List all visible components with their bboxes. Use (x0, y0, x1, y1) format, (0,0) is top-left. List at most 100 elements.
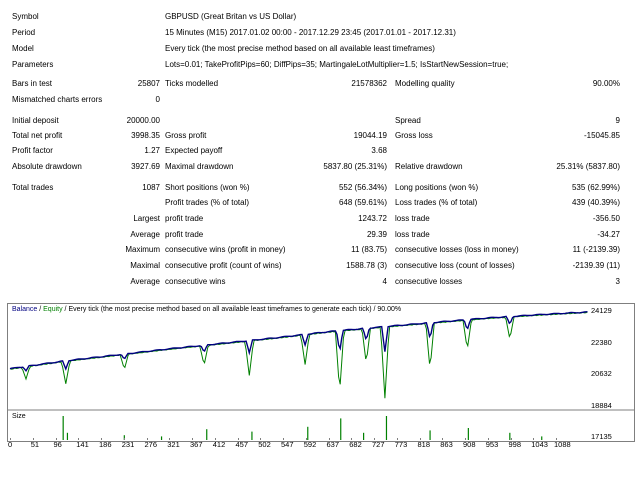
x-tick-label: 51 (30, 440, 40, 449)
cons-loss-count-value: -2139.39 (11) (572, 261, 620, 270)
x-tick-label: 637 (326, 440, 340, 449)
cons-losses-label: consecutive losses (395, 277, 463, 286)
parameters-label: Parameters (12, 60, 54, 69)
bars-value: 25807 (137, 79, 160, 88)
net-profit-value: 3998.35 (131, 131, 160, 140)
balance-chart (7, 303, 635, 442)
x-tick-mark (305, 438, 307, 440)
x-tick-label: 141 (76, 440, 89, 449)
gross-profit-value: 19044.19 (353, 131, 387, 140)
x-tick-mark (510, 438, 512, 440)
total-trades-label: Total trades (12, 183, 54, 192)
profit-factor-label: Profit factor (12, 146, 53, 155)
cons-losses-money-value: 11 (-2139.39) (572, 245, 620, 254)
balance-line (9, 311, 588, 373)
relative-drawdown-label: Relative drawdown (395, 162, 463, 171)
maximal-drawdown-value: 5837.80 (25.31%) (323, 162, 387, 171)
profit-trades-value: 648 (59.61%) (338, 198, 387, 207)
x-tick-mark (101, 438, 102, 440)
absolute-drawdown-label: Absolute drawdown (12, 162, 82, 171)
loss-trades-label: Loss trades (% of total) (395, 198, 478, 207)
net-profit-label: Total net profit (12, 131, 63, 140)
x-tick-mark (487, 438, 489, 440)
x-tick-label: 0 (8, 440, 13, 449)
mismatch-value: 0 (155, 95, 160, 104)
x-tick-label: 547 (281, 440, 294, 449)
spread-label: Spread (395, 116, 421, 125)
x-tick-mark (533, 438, 535, 440)
profit-factor-value: 1.27 (144, 146, 160, 155)
x-tick-mark (169, 438, 171, 440)
gross-loss-value: -15045.85 (583, 131, 620, 140)
ticks-label: Ticks modelled (165, 79, 219, 88)
x-tick-mark (328, 438, 330, 440)
average-loss-trade-value: -34.27 (597, 230, 620, 239)
cons-losses-money-label: consecutive losses (loss in money) (395, 245, 519, 254)
initial-deposit-value: 20000.00 (126, 116, 160, 125)
y-tick-label: 20632 (591, 369, 612, 378)
legend-equity: Equity (43, 306, 63, 313)
x-tick-label: 186 (99, 440, 112, 449)
x-tick-label: 773 (394, 440, 408, 449)
cons-wins-money-value: 11 (83.75) (351, 245, 387, 254)
x-tick-label: 908 (463, 440, 476, 449)
x-tick-mark (465, 438, 466, 440)
cons-profit-count-value: 1588.78 (3) (346, 261, 387, 270)
y-tick-label: 18884 (591, 400, 612, 410)
x-tick-mark (396, 438, 398, 440)
x-tick-label: 96 (53, 440, 62, 449)
cons-wins-money-label: consecutive wins (profit in money) (165, 245, 286, 254)
symbol-label: Symbol (12, 12, 39, 21)
x-tick-mark (237, 438, 239, 440)
ticks-value: 21578362 (351, 79, 387, 88)
x-tick-mark (78, 438, 80, 440)
initial-deposit-label: Initial deposit (12, 116, 59, 125)
symbol-value: GBPUSD (Great Britan vs US Dollar) (165, 12, 297, 21)
short-positions-value: 552 (56.34%) (338, 183, 387, 192)
parameters-value: Lots=0.01; TakeProfitPips=60; DiffPips=3… (165, 60, 509, 69)
average-cons-label: Average (130, 277, 160, 286)
short-positions-label: Short positions (won %) (165, 183, 250, 192)
x-tick-mark (55, 438, 57, 440)
gross-profit-label: Gross profit (165, 131, 207, 140)
x-tick-mark (123, 438, 125, 440)
x-tick-mark (192, 438, 193, 440)
cons-wins-label: consecutive wins (165, 277, 226, 286)
x-tick-label: 502 (258, 440, 271, 449)
relative-drawdown-value: 25.31% (5837.80) (556, 162, 620, 171)
y-tick-label: 17135 (591, 432, 612, 441)
y-tick-label: 24129 (591, 306, 612, 315)
x-tick-label: 818 (417, 440, 431, 449)
x-tick-label: 682 (349, 440, 362, 449)
quality-value: 90.00% (592, 79, 620, 88)
x-tick-label: 1088 (554, 440, 571, 449)
largest-profit-trade-label: profit trade (165, 214, 204, 223)
model-label: Model (12, 44, 34, 53)
x-tick-label: 727 (372, 440, 385, 449)
x-tick-label: 863 (440, 440, 453, 449)
cons-losses-value: 3 (615, 277, 620, 286)
x-tick-label: 412 (212, 440, 226, 449)
x-tick-mark (351, 438, 353, 440)
period-label: Period (12, 28, 36, 37)
model-value: Every tick (the most precise method base… (165, 44, 435, 53)
average-loss-trade-label: loss trade (395, 230, 430, 239)
x-tick-mark (260, 438, 262, 440)
legend-balance: Balance (12, 306, 38, 313)
maximal-drawdown-label: Maximal drawdown (165, 162, 234, 171)
mismatch-label: Mismatched charts errors (12, 95, 103, 104)
x-tick-mark (374, 438, 375, 440)
chart-canvas (8, 311, 634, 440)
x-tick-label: 1043 (531, 440, 548, 449)
maximum-label: Maximum (125, 245, 160, 254)
cons-wins-value: 4 (382, 277, 387, 286)
equity-line (9, 311, 588, 399)
largest-profit-trade-value: 1243.72 (358, 214, 387, 223)
chart-legend: Balance / Equity / Every tick (the most … (12, 306, 401, 313)
loss-trades-value: 439 (40.39%) (571, 198, 620, 207)
x-tick-mark (146, 438, 148, 440)
long-positions-label: Long positions (won %) (395, 183, 479, 192)
average-label: Average (130, 230, 160, 239)
total-trades-value: 1087 (142, 183, 160, 192)
cons-profit-count-label: consecutive profit (count of wins) (165, 261, 282, 270)
